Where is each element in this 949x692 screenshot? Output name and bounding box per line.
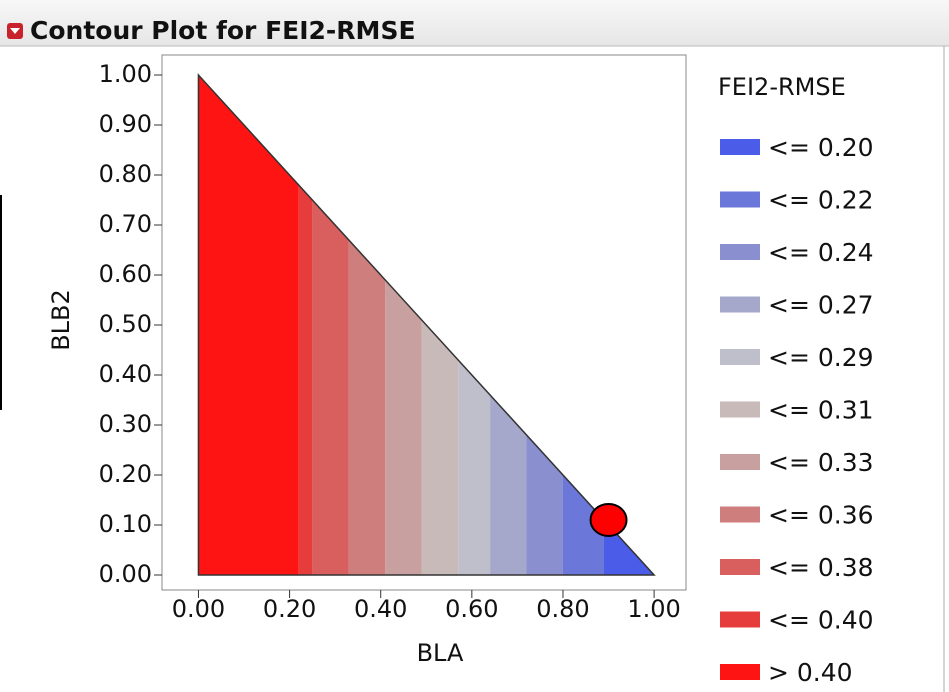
y-tick-label: 0.20 (99, 460, 152, 488)
legend-swatch (720, 559, 760, 575)
legend-label: <= 0.24 (768, 238, 874, 267)
y-tick-label: 0.30 (99, 410, 152, 438)
legend-label: <= 0.29 (768, 343, 874, 372)
legend-label: > 0.40 (768, 658, 853, 687)
legend-swatch (720, 401, 760, 418)
x-tick-label: 0.60 (445, 595, 498, 623)
legend-swatch (720, 139, 760, 155)
marker-point (589, 503, 628, 537)
legend-swatch (720, 611, 760, 628)
y-tick-label: 0.80 (99, 160, 152, 188)
y-tick-label: 0.50 (99, 310, 152, 338)
contour-band (298, 75, 313, 575)
region-outline (197, 73, 656, 576)
disclosure-icon[interactable] (7, 23, 23, 39)
legend-title: FEI2-RMSE (718, 73, 846, 101)
legend-swatch (720, 244, 760, 260)
legend-label: <= 0.22 (768, 186, 874, 215)
x-tick-label: 1.00 (627, 595, 680, 623)
y-tick-label: 0.90 (99, 110, 152, 138)
chart-title: Contour Plot for FEI2-RMSE (30, 16, 416, 45)
legend-label: <= 0.27 (768, 291, 874, 320)
y-tick-label: 1.00 (99, 60, 152, 88)
legend-swatch (720, 296, 760, 313)
x-tick-label: 0.00 (172, 595, 225, 623)
legend-label: <= 0.40 (768, 606, 874, 635)
legend-swatch (720, 454, 760, 470)
legend-swatch (720, 349, 760, 365)
x-tick-label: 0.20 (263, 595, 316, 623)
x-tick-label: 0.40 (354, 595, 407, 623)
x-tick-label: 0.80 (536, 595, 589, 623)
header-bar (0, 0, 949, 46)
y-tick-label: 0.70 (99, 210, 152, 238)
y-tick-label: 0.10 (99, 510, 152, 538)
y-tick-label: 0.40 (99, 360, 152, 388)
legend-swatch (720, 664, 760, 680)
icon-arrow[interactable] (10, 28, 20, 34)
y-axis-label: BLB2 (47, 289, 75, 351)
legend-label: <= 0.38 (768, 553, 874, 582)
legend-label: <= 0.33 (768, 448, 874, 477)
y-tick-label: 0.00 (99, 560, 152, 588)
y-tick-label: 0.60 (99, 260, 152, 288)
legend-label: <= 0.20 (768, 133, 874, 162)
legend-label: <= 0.31 (768, 396, 874, 425)
x-axis-label: BLA (417, 639, 464, 667)
legend-swatch (720, 506, 760, 523)
legend-swatch (720, 191, 760, 208)
legend-label: <= 0.36 (768, 501, 874, 530)
